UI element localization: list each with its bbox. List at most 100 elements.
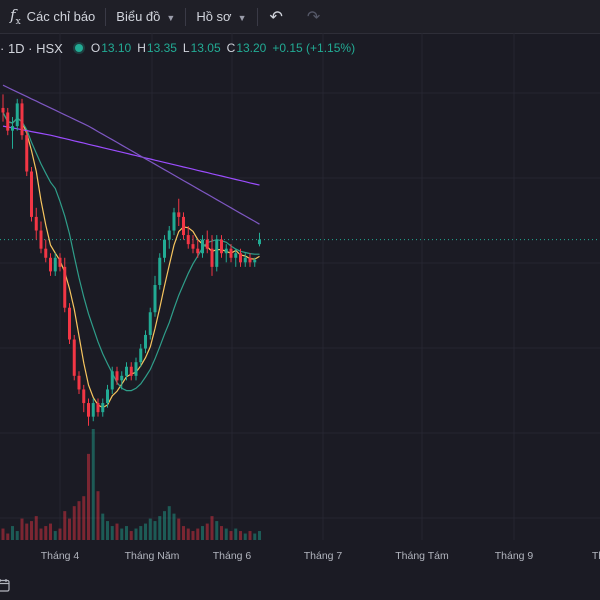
- candle-body: [77, 375, 81, 390]
- price-chart[interactable]: [0, 33, 600, 540]
- candle-body: [15, 103, 19, 127]
- candle-body: [44, 248, 48, 258]
- high-key: H: [137, 41, 146, 55]
- volume-bar: [1, 528, 5, 540]
- volume-bar: [110, 526, 114, 540]
- volume-bar: [239, 531, 242, 540]
- undo-button[interactable]: ↶: [258, 0, 295, 33]
- candle-body: [34, 216, 38, 231]
- toolbar-divider: [185, 7, 187, 26]
- candle-body: [106, 389, 109, 404]
- high-value: 13.35: [146, 41, 177, 55]
- x-tick-label: Tháng Năm: [124, 550, 180, 562]
- time-axis[interactable]: Tháng 4 Tháng Năm Tháng 6 Tháng 7 Tháng …: [0, 540, 600, 570]
- undo-icon: ↶: [269, 8, 283, 26]
- volume-bar: [243, 533, 247, 540]
- close-value: 13.20: [236, 41, 267, 55]
- candle-body: [39, 230, 43, 249]
- candle-body: [96, 403, 100, 413]
- candle-body: [167, 230, 171, 240]
- fx-icon: fx: [10, 6, 21, 27]
- candle-body: [20, 103, 24, 136]
- indicators-button[interactable]: fx Các chỉ báo: [0, 0, 105, 33]
- low-value: 13.05: [190, 41, 221, 55]
- redo-icon: ↷: [306, 8, 321, 26]
- volume-bar: [201, 526, 204, 540]
- candle-body: [139, 348, 143, 363]
- volume-bar: [11, 526, 14, 540]
- volume-bar: [20, 518, 24, 540]
- volume-bar: [101, 513, 105, 540]
- volume-bar: [63, 511, 67, 540]
- candle-body: [134, 362, 138, 376]
- volume-bar: [39, 528, 43, 540]
- candle-body: [243, 257, 247, 263]
- volume-bar: [229, 531, 233, 540]
- candle-body: [239, 253, 242, 263]
- candle-body: [163, 239, 166, 258]
- candle-body: [258, 239, 261, 245]
- profile-label: Hồ sơ: [196, 9, 232, 24]
- volume-bar: [215, 521, 219, 540]
- chart-type-button[interactable]: Biểu đồ ▼: [106, 0, 185, 33]
- close-key: C: [226, 41, 236, 55]
- candle-body: [182, 216, 185, 236]
- volume-bar: [234, 528, 238, 540]
- volume-bar: [224, 528, 228, 540]
- volume-bar: [258, 531, 261, 540]
- x-tick-label: Tháng 6: [212, 550, 252, 562]
- x-tick-label: Tháng 9: [494, 550, 534, 562]
- x-tick-label: Tháng 7: [303, 550, 343, 562]
- candle-body: [172, 212, 176, 231]
- candle-body: [144, 334, 147, 349]
- candle-body: [205, 239, 209, 249]
- candle-body: [82, 389, 86, 404]
- candle-body: [91, 403, 95, 417]
- toolbar-divider: [256, 7, 258, 26]
- ma-slow-line: [2, 84, 260, 225]
- candle-body: [215, 239, 219, 267]
- volume-bar: [6, 533, 10, 540]
- candle-body: [177, 212, 181, 217]
- volume-bar: [58, 528, 62, 540]
- open-key: O: [90, 41, 101, 55]
- candle-body: [11, 126, 14, 131]
- volume-bar: [177, 518, 181, 540]
- volume-bar: [158, 516, 162, 540]
- calendar-icon[interactable]: [0, 578, 10, 592]
- volume-bar: [148, 518, 152, 540]
- candle-body: [1, 107, 5, 113]
- volume-bar: [196, 528, 200, 540]
- candle-body: [148, 312, 152, 335]
- volume-bar: [139, 526, 143, 540]
- candle-body: [153, 285, 157, 313]
- candle-body: [115, 371, 119, 381]
- chevron-down-icon: ▼: [166, 12, 176, 23]
- candle-body: [129, 366, 133, 376]
- volume-bar: [30, 521, 33, 540]
- profile-button[interactable]: Hồ sơ ▼: [186, 0, 256, 33]
- volume-bar: [191, 531, 195, 540]
- volume-bar: [186, 528, 190, 540]
- volume-bar: [220, 526, 223, 540]
- volume-bar: [25, 523, 29, 540]
- indicators-label: Các chỉ báo: [26, 9, 96, 24]
- redo-button[interactable]: ↷: [295, 0, 332, 33]
- toolbar-divider: [105, 7, 107, 26]
- symbol-label[interactable]: · 1D · HSX: [0, 40, 63, 56]
- volume-bar: [87, 453, 90, 540]
- chevron-down-icon: ▼: [237, 12, 247, 23]
- volume-bar: [253, 533, 257, 540]
- candle-body: [220, 239, 223, 254]
- volume-bar: [134, 528, 138, 540]
- candle-body: [72, 339, 76, 376]
- volume-bar: [248, 531, 252, 540]
- candle-body: [68, 307, 71, 340]
- candle-body: [224, 248, 228, 254]
- candle-body: [53, 257, 57, 272]
- volume-bar: [53, 531, 57, 540]
- volume-bar: [106, 521, 109, 540]
- volume-bar: [120, 528, 124, 540]
- chart-type-label: Biểu đồ: [116, 9, 161, 24]
- volume-bar: [129, 531, 133, 540]
